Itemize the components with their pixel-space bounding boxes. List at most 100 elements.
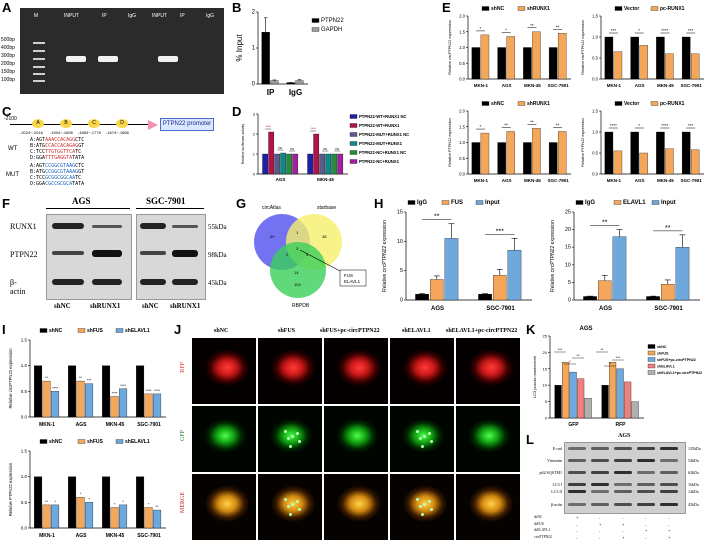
blot-title: AGS — [618, 433, 631, 439]
y-tick-label: 20 — [565, 227, 571, 233]
marker-labels: 500bp 400bp 300bp 200bp 150bp 100bp — [1, 36, 15, 84]
significance-label: *** — [616, 355, 621, 360]
blot-ags — [46, 214, 132, 300]
chart-i-circ: 0.0 0.5 1.0 1.5 Relative circPTPN22 expressi… — [8, 328, 166, 428]
legend-label: ELAVL1 — [623, 200, 646, 206]
fluorescence-image — [390, 474, 454, 540]
y-tick-label: 0.0 — [21, 526, 28, 531]
blot-band — [52, 279, 84, 285]
significance-label: **** — [146, 389, 152, 393]
x-tick-label: MKN-1 — [607, 178, 622, 183]
y-tick-label: 0.5 — [21, 500, 28, 505]
significance-label: *** — [688, 28, 694, 33]
condition-sign: - — [576, 521, 578, 527]
size-label: 54kDa — [688, 458, 699, 463]
x-tick-label: AGS — [76, 533, 88, 539]
lane-label: shNC — [54, 302, 71, 310]
blot-band — [660, 459, 678, 462]
y-axis-label: Relative circPTPN22 expression — [448, 20, 452, 74]
column-header: shELAVL1 — [402, 328, 431, 334]
condition-sign: - — [599, 534, 601, 540]
blot-band — [591, 503, 609, 506]
promoter-label: PTPN22 promoter — [160, 118, 214, 131]
lane-label: shRUNX1 — [90, 302, 121, 310]
blot-l — [564, 442, 686, 514]
bar — [613, 51, 623, 80]
bar — [444, 238, 459, 301]
bar — [631, 401, 639, 419]
x-tick-label: SGC-7901 — [547, 83, 569, 88]
significance-label: * — [505, 27, 507, 32]
significance-label: * — [480, 124, 482, 129]
cell-underline — [136, 208, 204, 209]
bar — [110, 507, 119, 529]
gel-band — [98, 56, 118, 62]
bar — [307, 153, 314, 175]
protein-label: LC3 I — [552, 482, 562, 487]
y-tick-label: 5 — [400, 268, 403, 274]
size-label: 45kDa — [208, 279, 227, 287]
bar — [268, 131, 275, 175]
y-tick-label: 0.5 — [21, 389, 28, 394]
bar — [630, 131, 639, 175]
panel-label: D — [232, 104, 242, 119]
significance-label: **** — [154, 389, 160, 393]
x-tick-label: AGS — [635, 83, 645, 88]
significance-label: ** — [45, 500, 48, 504]
box-label: D — [120, 120, 124, 126]
legend-label: shELAVL1 — [125, 328, 150, 334]
panel-g: G circAtlas starbase RBPDB 59 38 1 2 3 5… — [232, 190, 372, 320]
significance-label: ** — [156, 505, 159, 509]
hit-box — [339, 269, 367, 287]
blot-band — [568, 483, 586, 486]
legend-label: FUS — [451, 200, 463, 206]
significance-label: * — [638, 123, 640, 128]
bar — [557, 33, 567, 80]
bar — [557, 131, 567, 175]
sequence-line: D:GGACGCCGCGCATATA — [30, 181, 85, 187]
mut-sequences: A:AGTCCGGCGTAAGCTC B:ATGCCGGCGTAAAGGT C:… — [30, 163, 84, 187]
wt-label: WT — [8, 146, 18, 152]
promoter-box-a: A — [32, 119, 44, 128]
x-tick-label: MKN-45 — [524, 83, 541, 88]
legend-swatch — [647, 350, 656, 356]
legend-swatch — [311, 27, 320, 32]
y-tick-label: 5 — [568, 280, 571, 286]
y-tick-label: 1.5 — [592, 109, 598, 114]
y-tick-label: 15 — [565, 245, 571, 251]
panel-label: K — [526, 322, 536, 337]
box-label: B — [64, 120, 68, 126]
bar — [85, 502, 94, 529]
legend-label: GAPDH — [321, 27, 342, 33]
x-tick-label: AGS — [599, 306, 612, 312]
legend-label: Vector — [624, 6, 639, 12]
y-tick-label: 1.5 — [592, 14, 598, 19]
bar — [144, 393, 153, 418]
legend-swatch — [349, 141, 358, 146]
x-tick-label: MKN-1 — [39, 422, 55, 428]
x-tick-label: MKN-1 — [474, 83, 489, 88]
bar — [604, 36, 614, 80]
significance-label: * — [114, 502, 116, 506]
puncta-dot — [287, 437, 290, 440]
y-tick-label: 10 — [543, 383, 548, 388]
blot-band — [637, 503, 655, 506]
size-label: 135kDa — [688, 446, 701, 451]
blot-band — [660, 471, 678, 474]
y-tick-label: 0.0 — [21, 415, 28, 420]
chart-e-ptpn22-sh: 0.0 0.5 1.0 1.5 2.0 Relative PTPN22 expressio… — [448, 101, 571, 183]
row-label: GFP — [180, 430, 186, 442]
condition-label: shNC — [534, 515, 543, 519]
legend-label: shNC — [491, 6, 504, 12]
puncta-dot — [291, 435, 294, 438]
bar — [51, 391, 60, 418]
bar — [569, 371, 577, 419]
bar — [292, 153, 299, 175]
protein-label: p62/SQSTM1 — [539, 470, 562, 475]
legend-swatch — [647, 357, 656, 362]
bar — [261, 32, 270, 85]
puncta-dot — [421, 513, 424, 516]
legend-swatch — [349, 150, 358, 155]
